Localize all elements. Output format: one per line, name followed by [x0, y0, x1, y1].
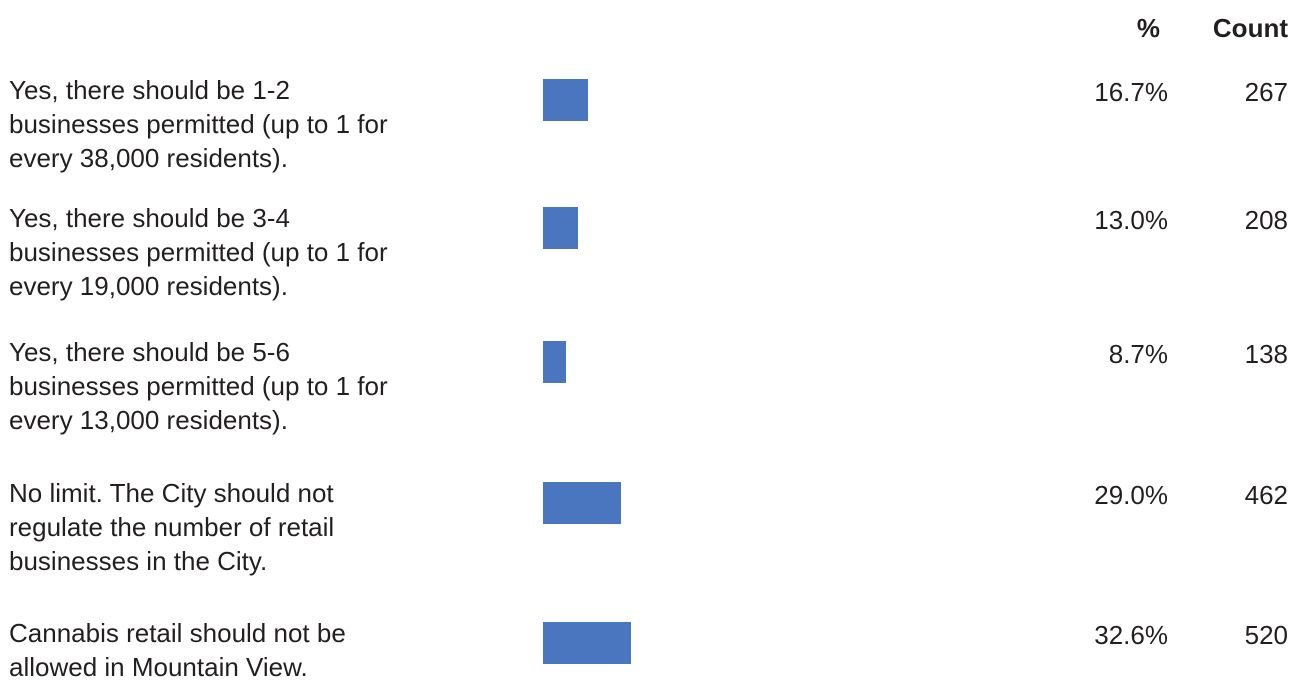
count-value: 462: [1244, 480, 1288, 510]
percent-value: 29.0%: [1094, 480, 1168, 510]
bar-track: [543, 207, 813, 249]
percent-value: 32.6%: [1094, 620, 1168, 650]
answer-label: Yes, there should be 5-6 businesses perm…: [9, 337, 388, 435]
answer-label: No limit. The City should not regulate t…: [9, 478, 335, 576]
answer-bar: [543, 207, 579, 249]
answer-bar: [543, 482, 622, 524]
answer-label: Cannabis retail should not be allowed in…: [9, 618, 346, 682]
count-column-header: Count: [1212, 13, 1288, 43]
percent-value: 13.0%: [1094, 205, 1168, 235]
answer-bar: [543, 622, 632, 664]
count-value: 520: [1244, 620, 1288, 650]
bar-track: [543, 341, 813, 383]
answer-label: Yes, there should be 1-2 businesses perm…: [9, 75, 388, 173]
count-value: 267: [1244, 77, 1288, 107]
count-value: 208: [1244, 205, 1288, 235]
bar-track: [543, 79, 813, 121]
answer-bar: [543, 341, 567, 383]
count-value: 138: [1244, 339, 1288, 369]
percent-value: 16.7%: [1094, 77, 1168, 107]
answer-bar: [543, 79, 589, 121]
percent-column-header: %: [1136, 13, 1160, 43]
percent-value: 8.7%: [1108, 339, 1168, 369]
bar-track: [543, 482, 813, 524]
answer-label: Yes, there should be 3-4 businesses perm…: [9, 203, 388, 301]
bar-track: [543, 622, 813, 664]
